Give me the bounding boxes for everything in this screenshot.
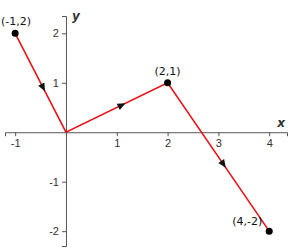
path-line [15, 33, 269, 231]
x-axis-title: x [276, 116, 286, 130]
x-axis: -1 1 2 3 4 [6, 132, 288, 149]
x-tick-label: 4 [267, 137, 273, 149]
x-tick: 4 [267, 132, 273, 149]
point [266, 228, 273, 235]
direction-arrow [117, 103, 126, 110]
y-tick: -2 [49, 225, 66, 237]
y-tick-label: 1 [53, 77, 59, 89]
y-tick: -1 [49, 176, 66, 188]
x-tick-mark [168, 132, 169, 136]
point-label: (4,-2) [232, 215, 262, 228]
x-tick-label: -1 [11, 137, 21, 149]
x-tick-label: 1 [114, 137, 120, 149]
x-tick-mark [218, 132, 219, 136]
x-tick-label: 2 [165, 137, 171, 149]
x-tick: 1 [114, 132, 120, 149]
x-tick-label: 3 [216, 137, 222, 149]
x-tick: 2 [165, 132, 171, 149]
y-axis: -2 -1 1 2 [49, 17, 66, 247]
direction-arrow [218, 159, 225, 168]
point-label: (-1,2) [1, 15, 31, 28]
y-tick-label: 2 [53, 27, 59, 39]
x-tick: -1 [11, 132, 21, 149]
point [164, 79, 171, 86]
y-tick: 2 [53, 27, 66, 39]
point-label: (2,1) [155, 65, 181, 78]
y-axis-title: y [72, 9, 81, 23]
y-tick-label: -2 [49, 225, 59, 237]
plot-area [12, 30, 273, 235]
x-tick-mark [15, 132, 16, 136]
y-tick-label: -1 [49, 176, 59, 188]
y-tick-mark [62, 182, 66, 183]
y-tick-mark [62, 231, 66, 232]
y-tick-mark [62, 83, 66, 84]
x-tick: 3 [216, 132, 222, 149]
y-tick: 1 [53, 77, 66, 89]
direction-arrow [38, 83, 45, 92]
chart: -1 1 2 3 4 -2 -1 1 2 x y (-1,2) (2,1) (4,-2) [0, 0, 300, 249]
x-tick-mark [269, 132, 270, 136]
y-tick-mark [62, 33, 66, 34]
x-axis-line [6, 133, 288, 137]
x-tick-mark [117, 132, 118, 136]
point [12, 30, 19, 37]
